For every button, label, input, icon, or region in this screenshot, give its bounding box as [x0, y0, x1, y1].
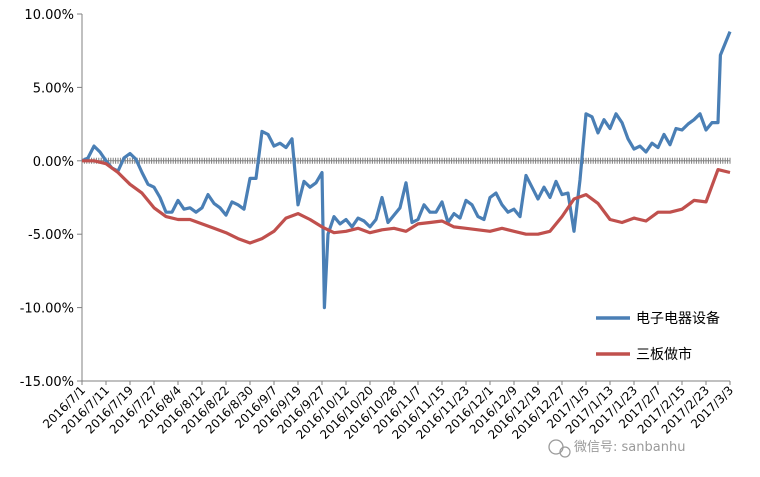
- axes: [81, 14, 730, 382]
- series-line-2: [82, 159, 731, 245]
- zero-reference-line: [81, 157, 731, 164]
- wechat-icon: [548, 439, 571, 458]
- y-tick-label: -10.00%: [20, 302, 74, 317]
- series-lines: [81, 30, 732, 310]
- y-tick-label: 0.00%: [33, 155, 74, 170]
- x-axis-ticks: 2016/7/12016/7/112016/7/192016/7/272016/…: [40, 381, 736, 442]
- y-axis-ticks: 10.00% 5.00% 0.00% -5.00% -10.00% -15.00%: [20, 8, 82, 390]
- series-line-1: [81, 30, 732, 310]
- y-tick-label: 10.00%: [24, 8, 74, 23]
- y-tick-label: -15.00%: [20, 375, 74, 390]
- zero-line: [81, 157, 731, 164]
- legend-label-1: 电子电器设备: [636, 310, 720, 327]
- legend-label-2: 三板做市: [636, 346, 692, 363]
- y-tick-label: 5.00%: [33, 81, 74, 96]
- watermark-text: 微信号: sanbanhu: [574, 440, 685, 455]
- watermark: 微信号: sanbanhu: [548, 439, 685, 458]
- y-tick-label: -5.00%: [28, 228, 74, 243]
